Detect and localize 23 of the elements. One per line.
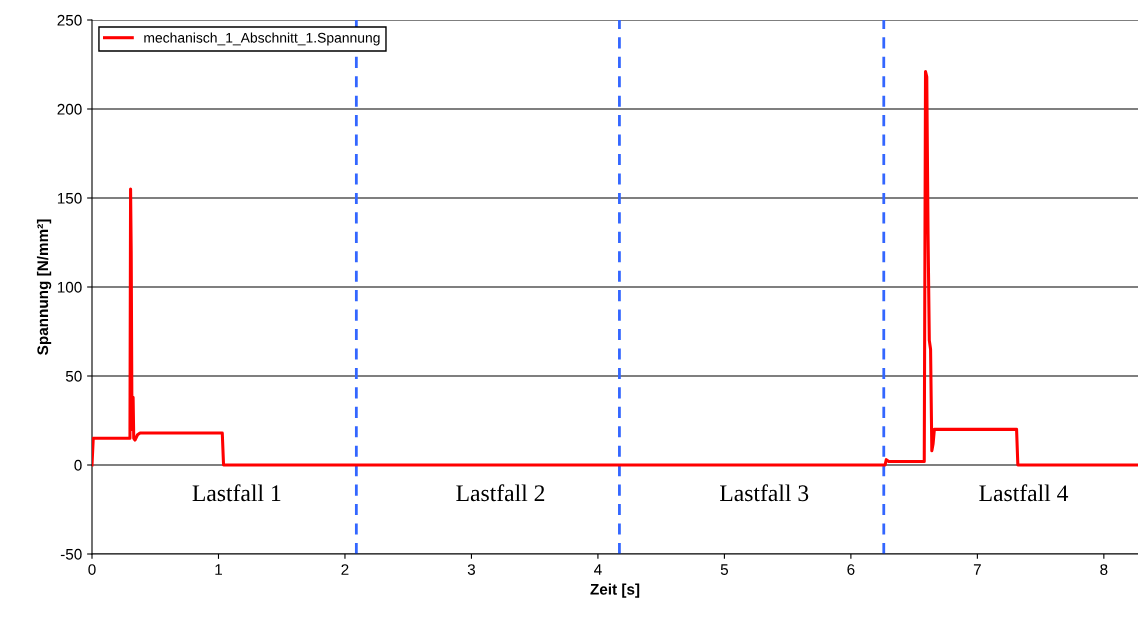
y-tick-label: 250	[57, 14, 82, 26]
x-tick-label: 5	[720, 564, 729, 575]
x-axis-title: Zeit [s]	[590, 583, 640, 598]
y-axis-title: Spannung [N/mm²]	[36, 219, 52, 355]
y-tick-label: 100	[57, 281, 82, 293]
y-tick-label: 0	[74, 459, 82, 471]
x-tick-label: 6	[847, 564, 855, 575]
x-tick-label: 1	[215, 564, 222, 575]
annotation: Lastfall 2	[456, 484, 545, 502]
legend-label: mechanisch_1_Abschnitt_1.Spannung	[144, 32, 380, 46]
x-tick-label: 3	[467, 564, 476, 575]
x-tick-label: 8	[1100, 564, 1108, 575]
y-tick-label: -50	[60, 548, 82, 560]
x-tick-label: 0	[88, 564, 96, 575]
annotation: Lastfall 3	[720, 484, 809, 502]
y-tick-label: 50	[65, 370, 82, 382]
y-tick-label: 150	[57, 192, 82, 204]
annotation: Lastfall 1	[192, 484, 281, 502]
y-tick-label: 200	[57, 103, 82, 115]
x-tick-label: 4	[594, 564, 602, 575]
x-tick-label: 7	[973, 564, 981, 575]
x-tick-label: 2	[341, 564, 349, 575]
annotation: Lastfall 4	[979, 484, 1069, 502]
